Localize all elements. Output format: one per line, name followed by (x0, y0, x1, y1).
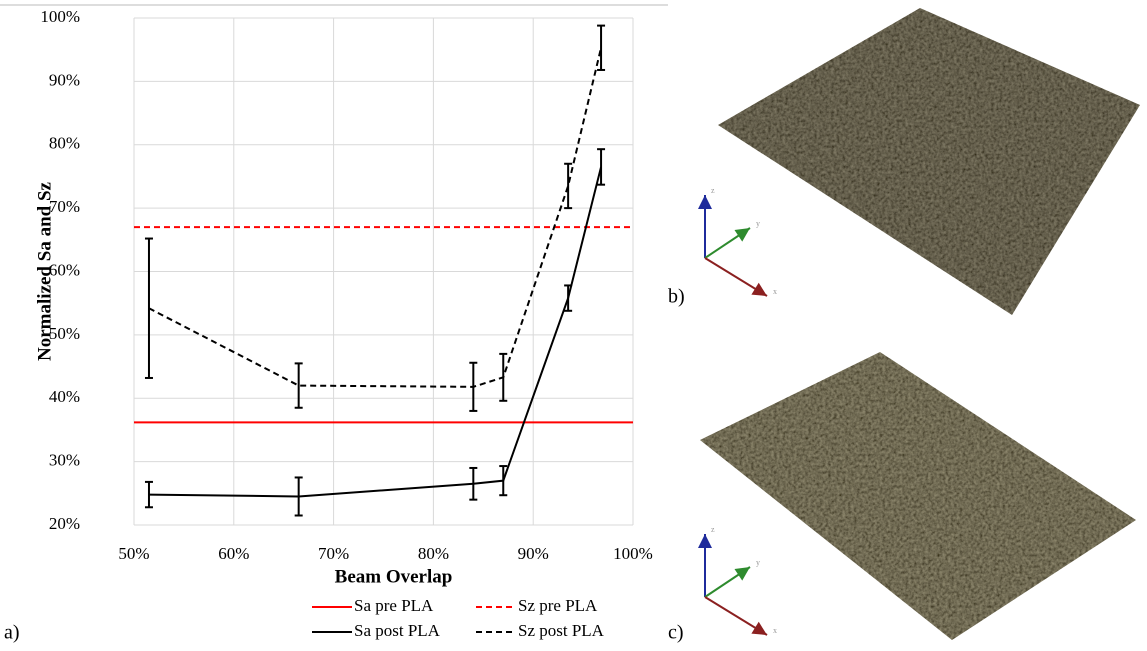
x-tick-label: 50% (118, 544, 149, 563)
x-tick-label: 90% (518, 544, 549, 563)
x-axis-label: Beam Overlap (335, 566, 453, 587)
panel-label: a) (4, 622, 20, 644)
legend-label: Sa post PLA (354, 621, 441, 640)
y-tick-label: 40% (49, 387, 80, 406)
triad-arrow (751, 622, 767, 635)
y-tick-label: 90% (49, 70, 80, 89)
triad-label: x (773, 287, 777, 296)
triad-label: y (756, 558, 760, 567)
legend-label: Sa pre PLA (354, 596, 434, 615)
x-tick-label: 80% (418, 544, 449, 563)
panel-label: b) (668, 286, 685, 308)
x-tick-label: 70% (318, 544, 349, 563)
triad-label: x (773, 626, 777, 635)
error-bar (145, 239, 153, 378)
triad-label: y (756, 219, 760, 228)
triad-label: z (711, 186, 715, 195)
y-tick-label: 100% (40, 7, 80, 26)
y-tick-label: 80% (49, 134, 80, 153)
triad-arrow (698, 195, 712, 209)
triad-arrow (698, 534, 712, 548)
legend-label: Sz pre PLA (518, 596, 598, 615)
legend-label: Sz post PLA (518, 621, 605, 640)
surface-b (718, 8, 1140, 315)
triad-arrow (734, 567, 750, 581)
figure: zyxzyx 20%30%40%50%60%70%80%90%100%50%60… (0, 0, 1147, 651)
triad-arrow (751, 283, 767, 296)
x-tick-label: 60% (218, 544, 249, 563)
x-tick-label: 100% (613, 544, 653, 563)
surface-c (700, 352, 1136, 640)
y-axis-label: Normalized Sa and Sz (34, 181, 55, 360)
triad-arrow (734, 228, 750, 242)
y-tick-label: 30% (49, 451, 80, 470)
panel-label: c) (668, 622, 684, 644)
y-tick-label: 20% (49, 514, 80, 533)
triad-label: z (711, 525, 715, 534)
